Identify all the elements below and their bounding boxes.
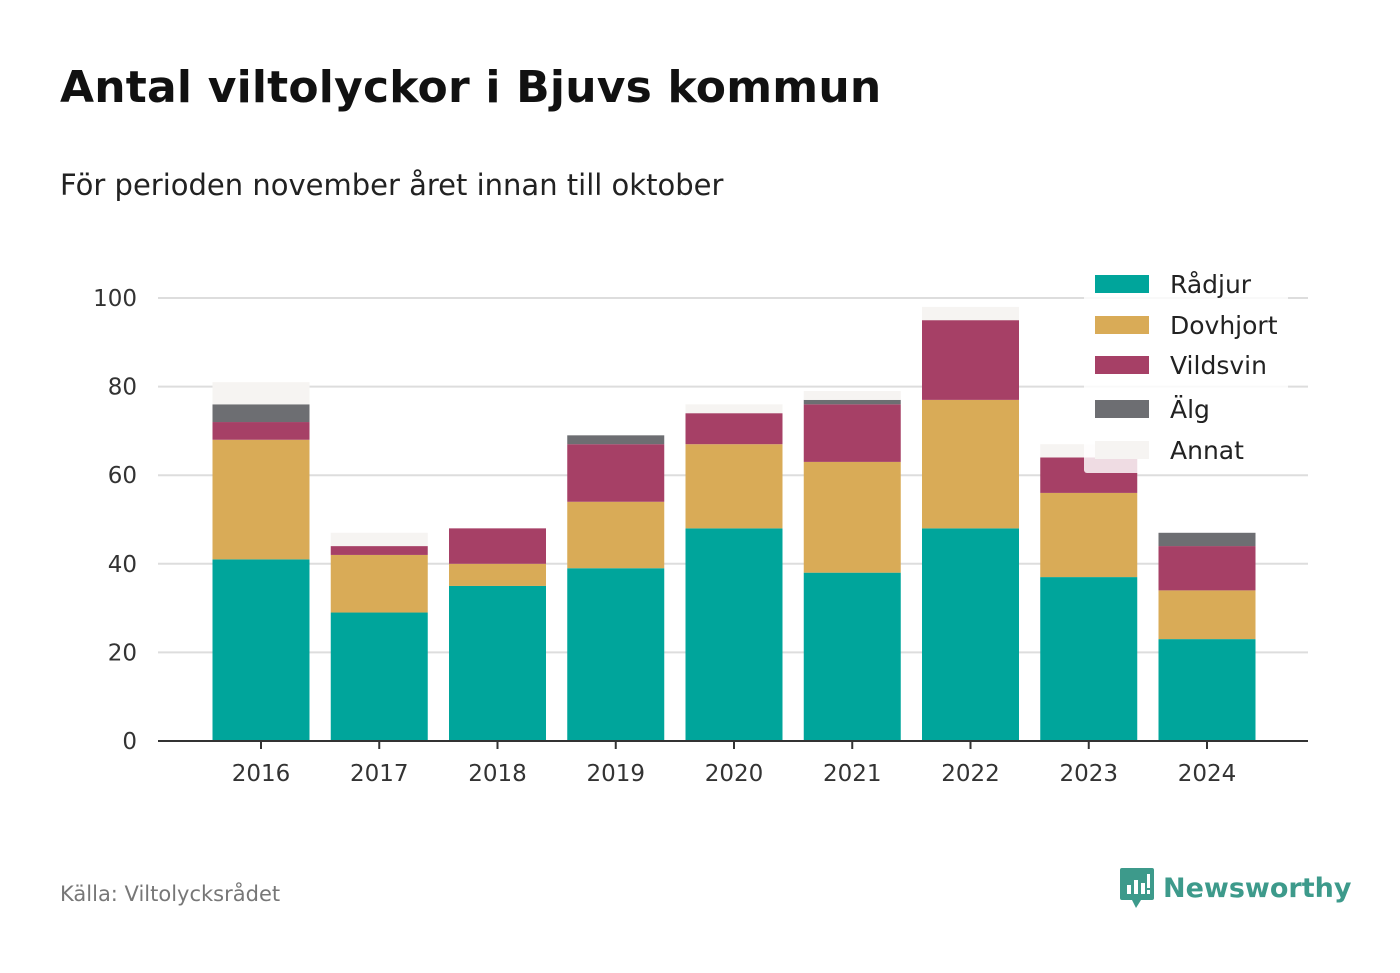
bar-group-2017 bbox=[330, 532, 428, 741]
legend-label-Älg[interactable]: Älg bbox=[1170, 395, 1210, 424]
x-tick-label: 2021 bbox=[823, 761, 882, 787]
bar-2018-Vildsvin[interactable] bbox=[449, 528, 546, 564]
bar-group-2016 bbox=[212, 382, 310, 741]
bar-2024-Rådjur[interactable] bbox=[1158, 639, 1256, 741]
bar-2022-Vildsvin[interactable] bbox=[922, 320, 1019, 400]
legend-background bbox=[1084, 263, 1288, 473]
legend-swatch-Vildsvin bbox=[1095, 356, 1149, 374]
legend-label-Annat[interactable]: Annat bbox=[1170, 436, 1244, 465]
bar-group-2022 bbox=[922, 306, 1019, 741]
bar-2024-Vildsvin[interactable] bbox=[1158, 546, 1256, 591]
bar-2019-Rådjur[interactable] bbox=[567, 568, 665, 741]
newsworthy-logo-icon bbox=[1120, 868, 1154, 908]
bar-2016-Annat[interactable] bbox=[212, 382, 310, 405]
y-tick-label: 40 bbox=[108, 552, 137, 578]
bar-2023-Rådjur[interactable] bbox=[1040, 577, 1138, 741]
legend-swatch-Dovhjort bbox=[1095, 316, 1149, 334]
x-tick-label: 2019 bbox=[586, 761, 645, 787]
x-tick-label: 2020 bbox=[705, 761, 764, 787]
x-tick-label: 2022 bbox=[941, 761, 1000, 787]
y-tick-label: 80 bbox=[108, 375, 137, 401]
bar-2019-Vildsvin[interactable] bbox=[567, 444, 665, 502]
bar-2017-Rådjur[interactable] bbox=[330, 612, 428, 741]
legend-label-Dovhjort[interactable]: Dovhjort bbox=[1170, 311, 1278, 340]
bar-2018-Rådjur[interactable] bbox=[449, 585, 546, 741]
bar-2020-Rådjur[interactable] bbox=[685, 528, 783, 741]
brand-logo[interactable]: Newsworthy bbox=[1119, 866, 1351, 910]
x-tick-label: 2023 bbox=[1059, 761, 1118, 787]
bar-group-2024 bbox=[1158, 532, 1256, 741]
x-tick-label: 2017 bbox=[350, 761, 409, 787]
bar-group-2019 bbox=[567, 435, 665, 741]
bar-2024-Älg[interactable] bbox=[1158, 532, 1256, 547]
x-tick-label: 2024 bbox=[1178, 761, 1237, 787]
bar-2021-Vildsvin[interactable] bbox=[803, 404, 901, 462]
bar-2024-Dovhjort[interactable] bbox=[1158, 590, 1256, 640]
bar-2016-Dovhjort[interactable] bbox=[212, 439, 310, 560]
x-tick-label: 2016 bbox=[232, 761, 291, 787]
legend-label-Vildsvin[interactable]: Vildsvin bbox=[1170, 351, 1267, 380]
bar-2021-Älg[interactable] bbox=[803, 399, 901, 405]
bar-2020-Annat[interactable] bbox=[685, 404, 783, 414]
axes: 0 20 40 60 80 100 2016 2017 2018 2019 2020 2021 2022… bbox=[93, 286, 1308, 787]
bar-2016-Vildsvin[interactable] bbox=[212, 422, 310, 440]
bar-2016-Älg[interactable] bbox=[212, 404, 310, 423]
source-note: Källa: Viltolycksrådet bbox=[60, 882, 281, 906]
bar-2017-Dovhjort[interactable] bbox=[330, 554, 428, 613]
y-tick-label: 20 bbox=[108, 640, 137, 666]
y-tick-label: 100 bbox=[93, 286, 137, 312]
y-tick-label: 60 bbox=[108, 463, 137, 489]
legend-swatch-Älg bbox=[1095, 400, 1149, 418]
bar-2021-Rådjur[interactable] bbox=[803, 572, 901, 741]
bar-group-2021 bbox=[803, 391, 901, 741]
bar-group-2023 bbox=[1040, 444, 1138, 741]
bar-2020-Dovhjort[interactable] bbox=[685, 444, 783, 529]
y-tick-label: 0 bbox=[122, 729, 137, 755]
bar-group-2018 bbox=[449, 528, 546, 741]
legend-swatch-Annat bbox=[1095, 441, 1149, 459]
chart-title: Antal viltolyckor i Bjuvs kommun bbox=[60, 62, 882, 113]
bar-2022-Annat[interactable] bbox=[922, 306, 1019, 321]
bar-2019-Dovhjort[interactable] bbox=[567, 501, 665, 569]
bar-2022-Dovhjort[interactable] bbox=[922, 399, 1019, 529]
bar-2017-Vildsvin[interactable] bbox=[330, 546, 428, 555]
legend-label-Rådjur[interactable]: Rådjur bbox=[1170, 270, 1252, 299]
bar-2018-Dovhjort[interactable] bbox=[449, 563, 546, 586]
legend-swatch-Rådjur bbox=[1095, 275, 1149, 293]
chart-subtitle: För perioden november året innan till ok… bbox=[60, 168, 724, 202]
bar-2021-Dovhjort[interactable] bbox=[803, 461, 901, 573]
bar-2022-Rådjur[interactable] bbox=[922, 528, 1019, 741]
bar-2023-Dovhjort[interactable] bbox=[1040, 492, 1138, 578]
brand-name: Newsworthy bbox=[1163, 872, 1352, 904]
x-tick-label: 2018 bbox=[468, 761, 527, 787]
bar-group-2020 bbox=[685, 404, 783, 741]
bar-2019-Älg[interactable] bbox=[567, 435, 665, 445]
legend: Rådjur Dovhjort Vildsvin Älg Annat bbox=[1084, 263, 1288, 473]
bars bbox=[212, 306, 1256, 741]
bar-2016-Rådjur[interactable] bbox=[212, 559, 310, 741]
bar-2017-Annat[interactable] bbox=[330, 532, 428, 547]
bar-2021-Annat[interactable] bbox=[803, 391, 901, 400]
bar-2020-Vildsvin[interactable] bbox=[685, 413, 783, 445]
